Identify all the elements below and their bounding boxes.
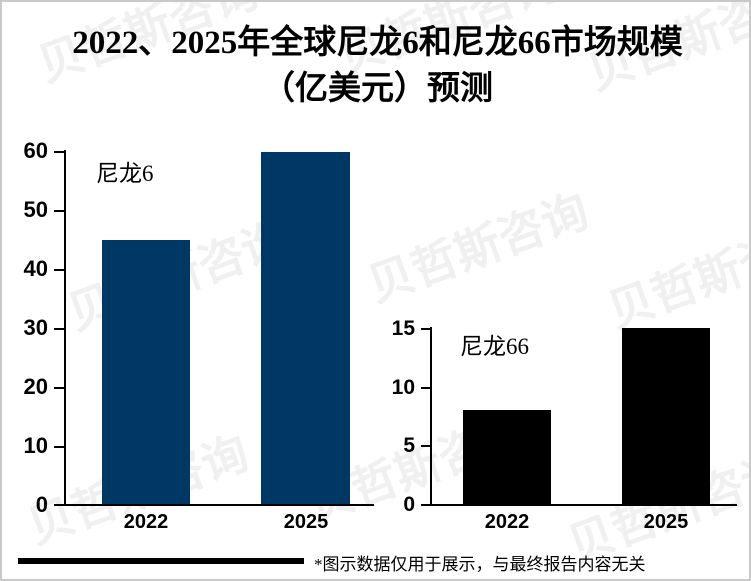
chart-nylon66: 15 10 5 0 尼龙66 2022 2025 xyxy=(382,2,749,542)
y-axis-line-nylon66 xyxy=(430,327,432,506)
y-tick-mark xyxy=(421,387,431,389)
chart-nylon6: 60 50 40 30 20 10 0 尼龙6 2022 2025 xyxy=(2,2,382,542)
y-tick-mark xyxy=(54,210,65,212)
series-label-nylon6: 尼龙6 xyxy=(96,161,154,186)
y-tick-label: 50 xyxy=(23,197,48,222)
y-tick-label: 10 xyxy=(23,433,48,458)
x-axis-line-nylon66 xyxy=(430,504,737,506)
y-tick-label: 10 xyxy=(391,376,415,399)
y-tick-mark xyxy=(54,387,65,389)
y-tick-mark xyxy=(54,504,65,506)
y-tick-label: 0 xyxy=(403,493,415,516)
y-tick-mark xyxy=(54,269,65,271)
y-tick-mark xyxy=(54,446,65,448)
y-tick-mark xyxy=(54,328,65,330)
footer-note: *图示数据仅用于展示，与最终报告内容无关 xyxy=(314,555,646,574)
y-tick-label: 15 xyxy=(391,317,415,340)
bar-nylon6-2022[interactable] xyxy=(102,240,190,504)
page-title-line-1: 2022、2025年全球尼龙6和尼龙66市场规模 xyxy=(72,25,683,61)
y-tick-mark xyxy=(421,328,431,330)
footer-divider xyxy=(18,558,304,564)
page-title-line-2: （亿美元）预测 xyxy=(262,71,493,107)
y-tick-mark xyxy=(421,445,431,447)
x-tick-label: 2025 xyxy=(643,511,689,533)
y-tick-mark xyxy=(54,151,65,153)
x-tick-label: 2025 xyxy=(283,511,329,533)
bar-nylon66-2025[interactable] xyxy=(622,328,710,504)
page-title: 2022、2025年全球尼龙6和尼龙66市场规模 （亿美元）预测 xyxy=(2,20,749,112)
x-tick-label: 2022 xyxy=(123,511,169,533)
y-tick-label: 40 xyxy=(23,256,48,281)
x-tick-label: 2022 xyxy=(484,511,530,533)
bar-nylon6-2025[interactable] xyxy=(261,152,350,504)
series-label-nylon66: 尼龙66 xyxy=(460,334,529,359)
x-axis-line-nylon6 xyxy=(64,504,374,506)
y-tick-label: 60 xyxy=(23,138,48,163)
y-tick-label: 30 xyxy=(23,315,48,340)
y-tick-label: 0 xyxy=(35,492,48,517)
y-tick-label: 5 xyxy=(403,434,415,457)
y-tick-mark xyxy=(421,504,431,506)
y-axis-line-nylon6 xyxy=(64,150,66,506)
bar-nylon66-2022[interactable] xyxy=(463,410,551,504)
y-tick-label: 20 xyxy=(23,374,48,399)
